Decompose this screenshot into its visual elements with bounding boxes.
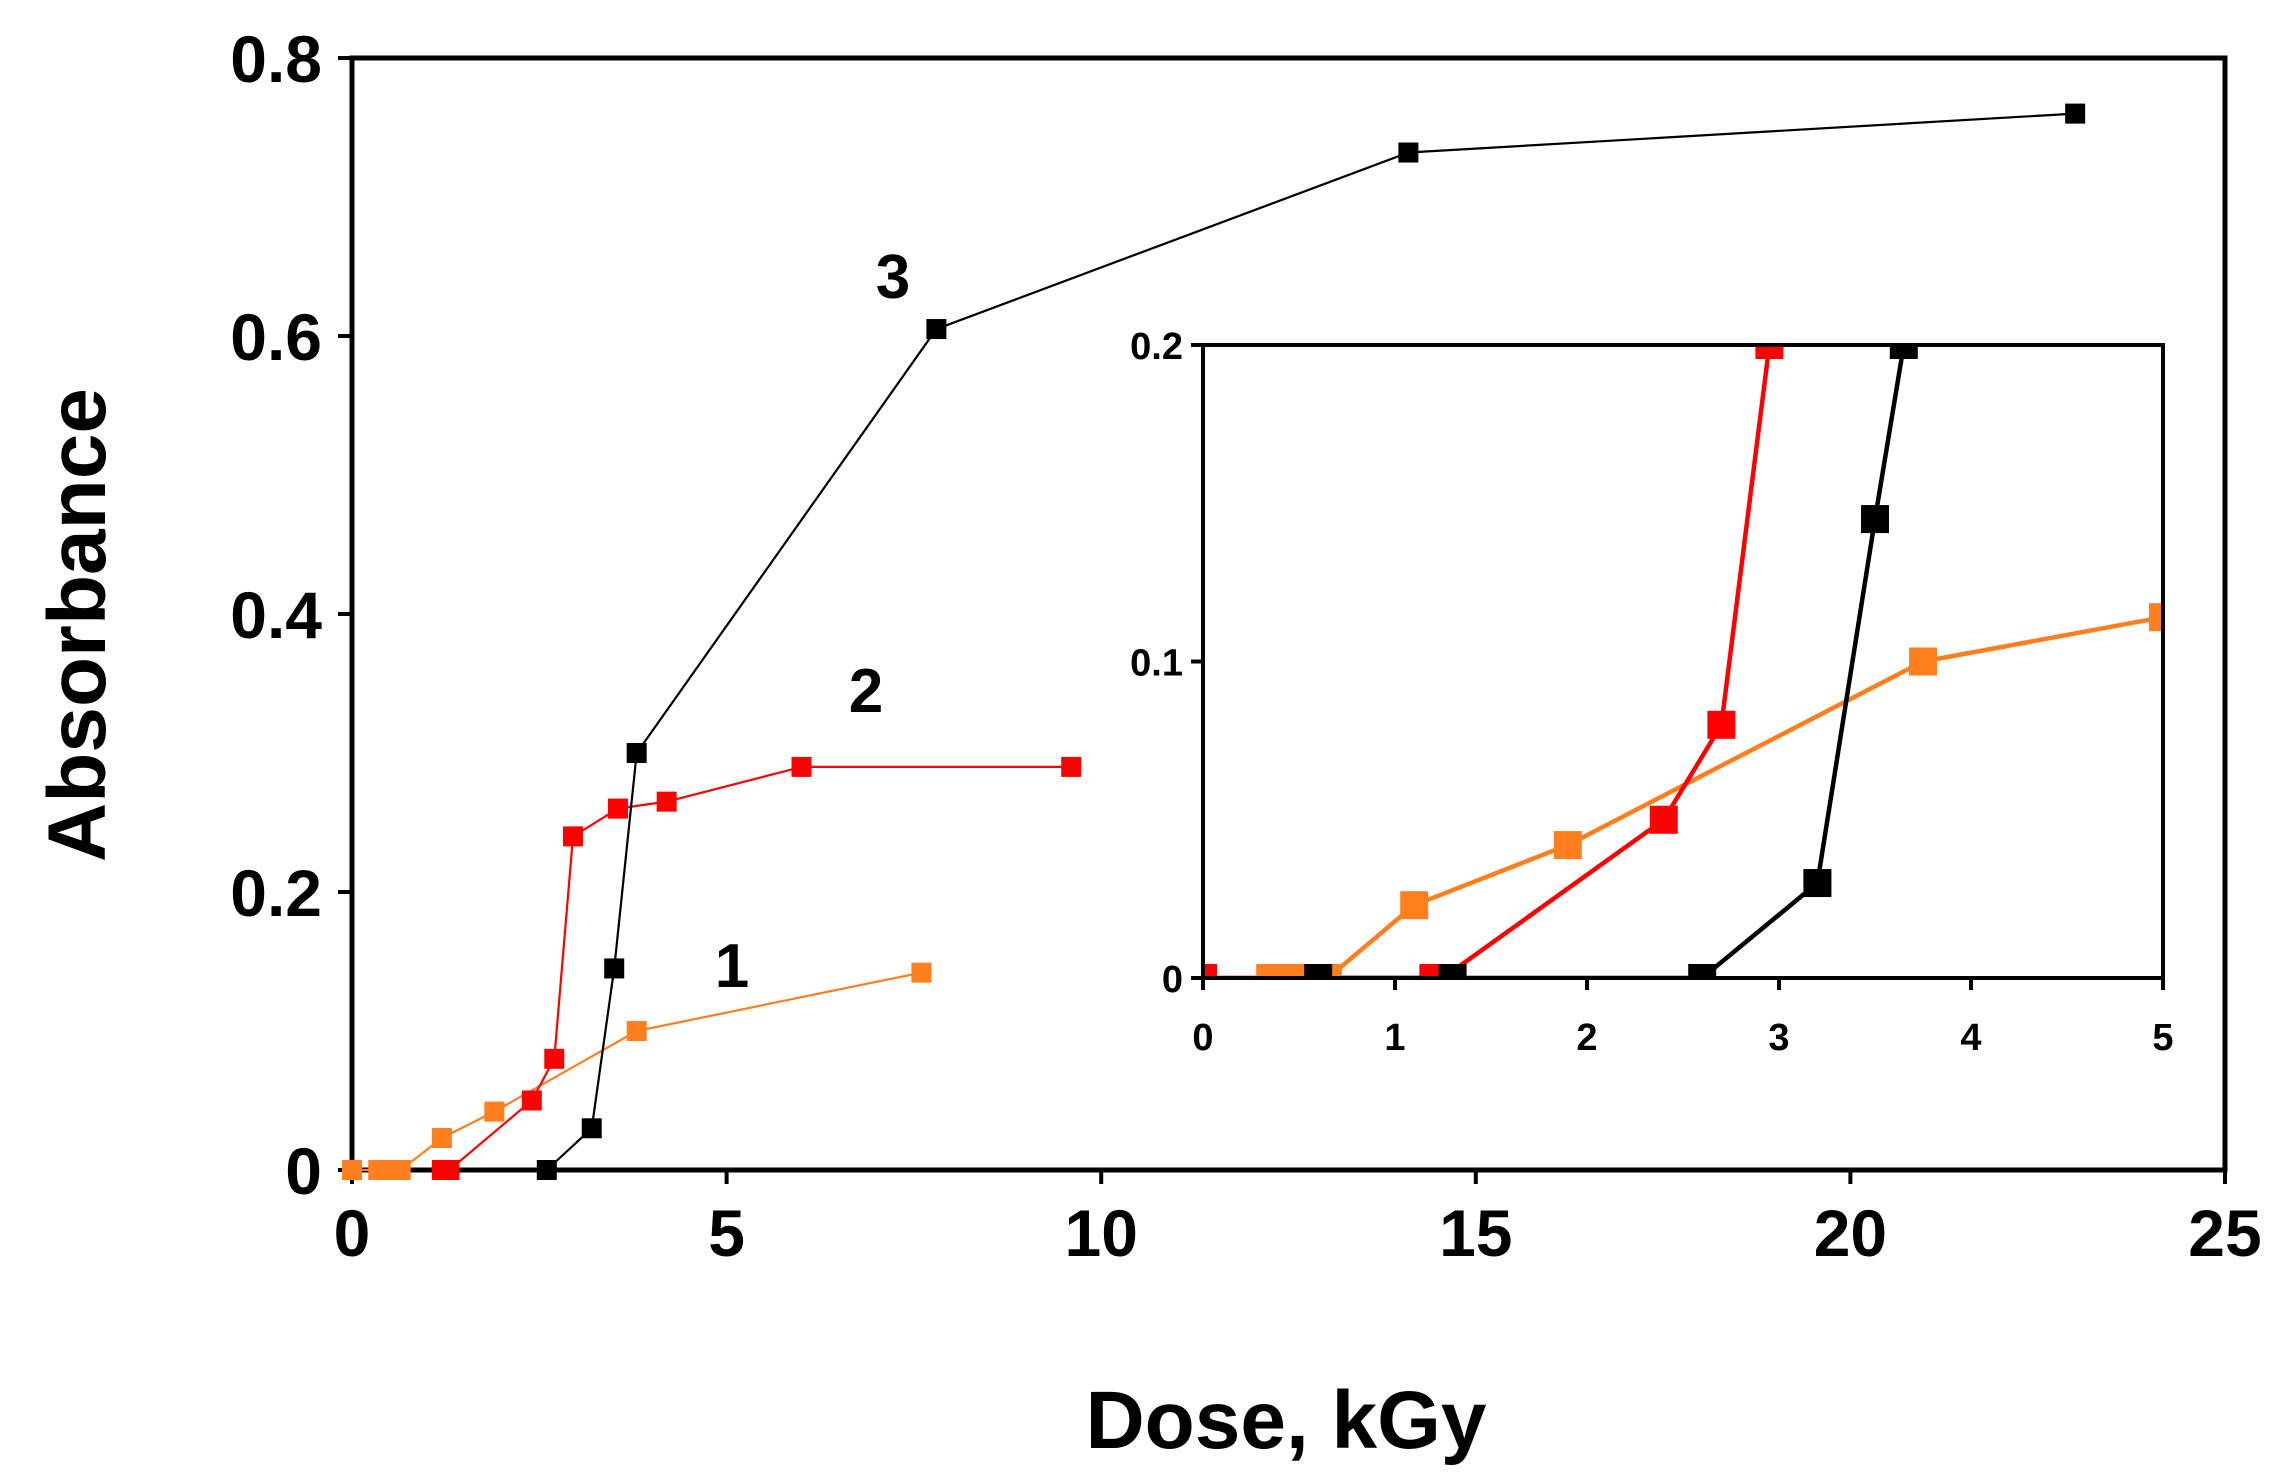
main-x-tick-label: 25 xyxy=(2188,1196,2261,1270)
main-series-2-point xyxy=(439,1160,460,1180)
main-x-tick-label: 10 xyxy=(1064,1196,1137,1270)
main-y-tick-label: 0 xyxy=(285,1134,322,1208)
inset-y-tick-label: 0.2 xyxy=(1130,326,1183,368)
main-series-2-point xyxy=(607,798,628,819)
inset-tick-labels: 0 1 2 3 4 5 0 0.1 0.2 xyxy=(1130,326,2173,1059)
inset-series-2-point xyxy=(1755,345,1784,359)
inset-series-1-point xyxy=(1909,647,1937,676)
inset-x-tick-label: 3 xyxy=(1768,1017,1789,1059)
main-series-3-point xyxy=(626,743,647,763)
main-series-2-point xyxy=(521,1090,542,1111)
main-y-tick-label: 0.4 xyxy=(230,578,322,652)
inset-series-3-line xyxy=(1318,345,1907,978)
main-x-tick-label: 15 xyxy=(1439,1196,1512,1270)
main-series-1-point xyxy=(390,1160,411,1180)
inset-series-1-point xyxy=(1400,891,1429,920)
inset-series-3-point xyxy=(1861,505,1889,534)
main-tick-marks xyxy=(338,56,2227,1184)
inset-x-tick-label: 5 xyxy=(2152,1017,2173,1059)
main-series-2-point xyxy=(791,756,812,777)
inset-series-1-line xyxy=(1203,614,2163,978)
inset-plot-area xyxy=(1203,345,2163,978)
main-series-1-point xyxy=(911,962,932,983)
y-axis-title: Absorbance xyxy=(32,388,123,862)
series-label-2: 2 xyxy=(849,657,883,726)
inset-series-group xyxy=(1203,345,2163,978)
main-series-3-point xyxy=(1398,142,1419,163)
inset-series-3-point xyxy=(1438,964,1467,978)
inset-series-1-point xyxy=(2149,603,2163,632)
main-series-1-point xyxy=(484,1101,505,1122)
inset-series-2-point xyxy=(1707,710,1736,739)
main-series-3-point xyxy=(581,1118,602,1139)
main-series-1-point xyxy=(342,1160,362,1180)
main-y-tick-label: 0.8 xyxy=(230,22,322,96)
inset-series-3-point xyxy=(1688,964,1717,978)
main-series-3-point xyxy=(2065,103,2086,124)
main-series-1-point xyxy=(431,1128,452,1149)
inset-plot-frame xyxy=(1201,343,2165,980)
main-series-2-point xyxy=(563,826,584,847)
inset-series-3-point xyxy=(1803,869,1832,898)
main-series-2-point xyxy=(544,1048,565,1069)
main-x-tick-label: 20 xyxy=(1814,1196,1887,1270)
main-series-3-point xyxy=(604,958,625,979)
inset-series-1-point xyxy=(1553,831,1582,860)
inset-x-tick-label: 0 xyxy=(1192,1017,1213,1059)
main-series-2-point xyxy=(656,791,677,812)
main-series-2-point xyxy=(1061,756,1082,777)
main-y-tick-label: 0.2 xyxy=(230,856,322,930)
inset-series-3-point xyxy=(1889,345,1918,359)
inset-x-tick-label: 2 xyxy=(1576,1017,1597,1059)
main-y-tick-label: 0.6 xyxy=(230,300,322,374)
main-series-group xyxy=(342,103,2086,1180)
inset-series-2-line xyxy=(1203,345,1772,978)
inset-series-2-point xyxy=(1649,805,1678,834)
series-label-1: 1 xyxy=(715,932,749,1001)
inset-series-2-point xyxy=(1203,964,1217,978)
main-series-3-point xyxy=(536,1160,557,1180)
main-x-tick-label: 5 xyxy=(708,1196,745,1270)
main-x-tick-label: 0 xyxy=(334,1196,371,1270)
series-label-3: 3 xyxy=(876,243,910,312)
main-series-3-point xyxy=(926,319,947,340)
inset-x-tick-label: 1 xyxy=(1384,1017,1405,1059)
inset-series-3-point xyxy=(1304,964,1333,978)
inset-y-tick-label: 0.1 xyxy=(1130,643,1183,685)
inset-background xyxy=(1203,345,2163,978)
x-axis-title: Dose, kGy xyxy=(1085,1375,1486,1466)
main-series-1-point xyxy=(626,1021,647,1041)
inset-x-tick-label: 4 xyxy=(1960,1017,1981,1059)
inset-y-tick-label: 0 xyxy=(1162,959,1183,1001)
